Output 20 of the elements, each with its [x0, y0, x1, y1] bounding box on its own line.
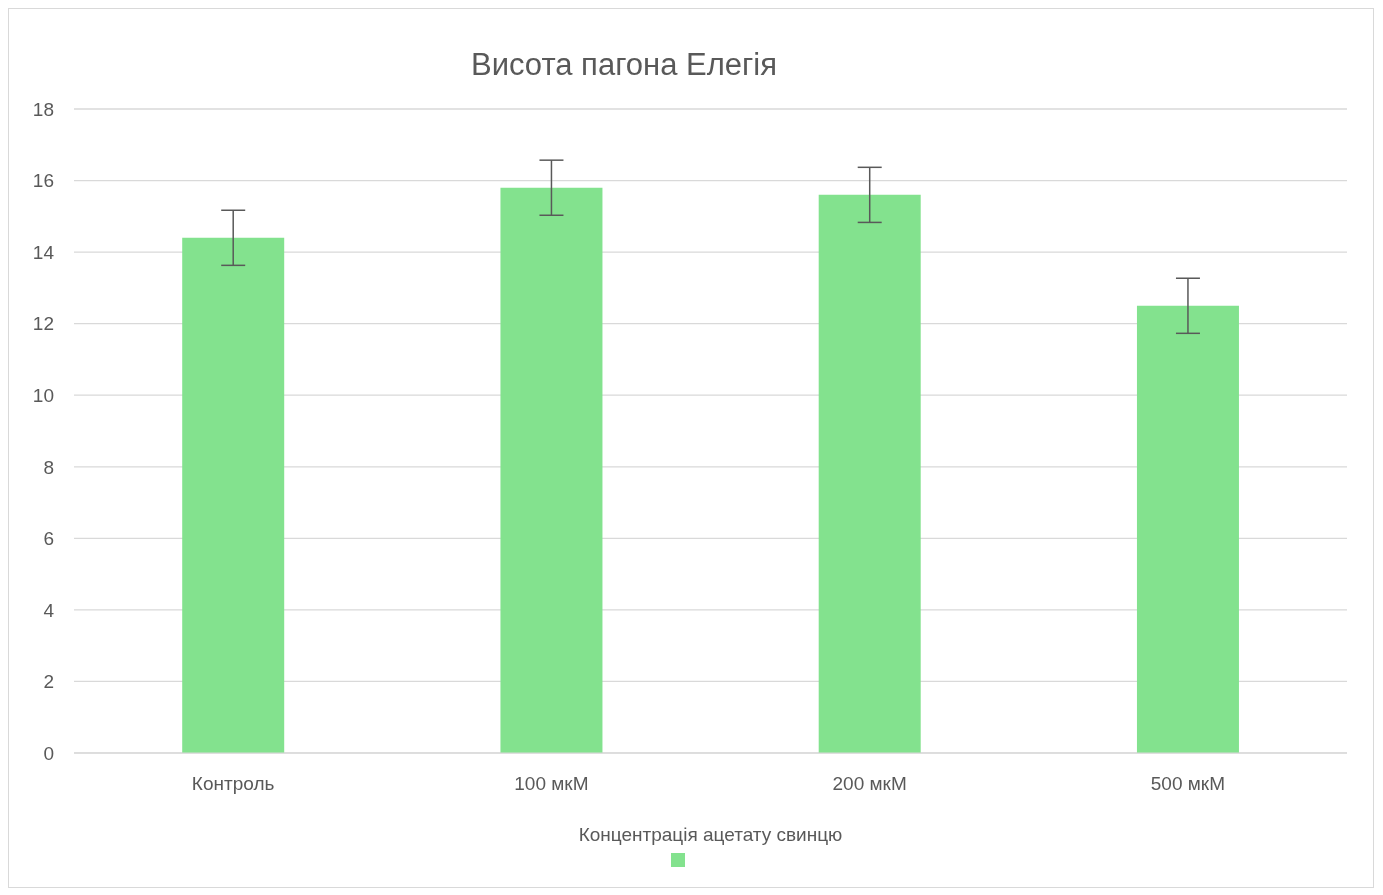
- y-tick-label: 10: [32, 384, 54, 406]
- x-axis-title: Концентрація ацетату свинцю: [578, 824, 843, 845]
- x-tick-label: 100 мкМ: [514, 773, 589, 795]
- x-tick-label: 500 мкМ: [1150, 773, 1225, 795]
- x-tick-label: 200 мкМ: [832, 773, 907, 795]
- y-tick-label: 18: [32, 98, 54, 120]
- bar: [818, 194, 921, 753]
- y-tick-label: 4: [43, 599, 55, 621]
- y-tick-label: 6: [43, 528, 54, 550]
- bar: [500, 187, 603, 753]
- y-tick-label: 16: [32, 170, 54, 192]
- y-tick-label: 12: [32, 313, 54, 335]
- chart-title: Висота пагона Елегія: [470, 47, 778, 83]
- y-tick-label: 8: [43, 456, 54, 478]
- x-tick-label: Контроль: [191, 773, 275, 795]
- y-tick-label: 14: [32, 241, 55, 263]
- bar: [182, 237, 285, 753]
- y-tick-label: 2: [43, 671, 54, 693]
- y-tick-label: 0: [43, 742, 54, 764]
- bar: [1136, 305, 1239, 753]
